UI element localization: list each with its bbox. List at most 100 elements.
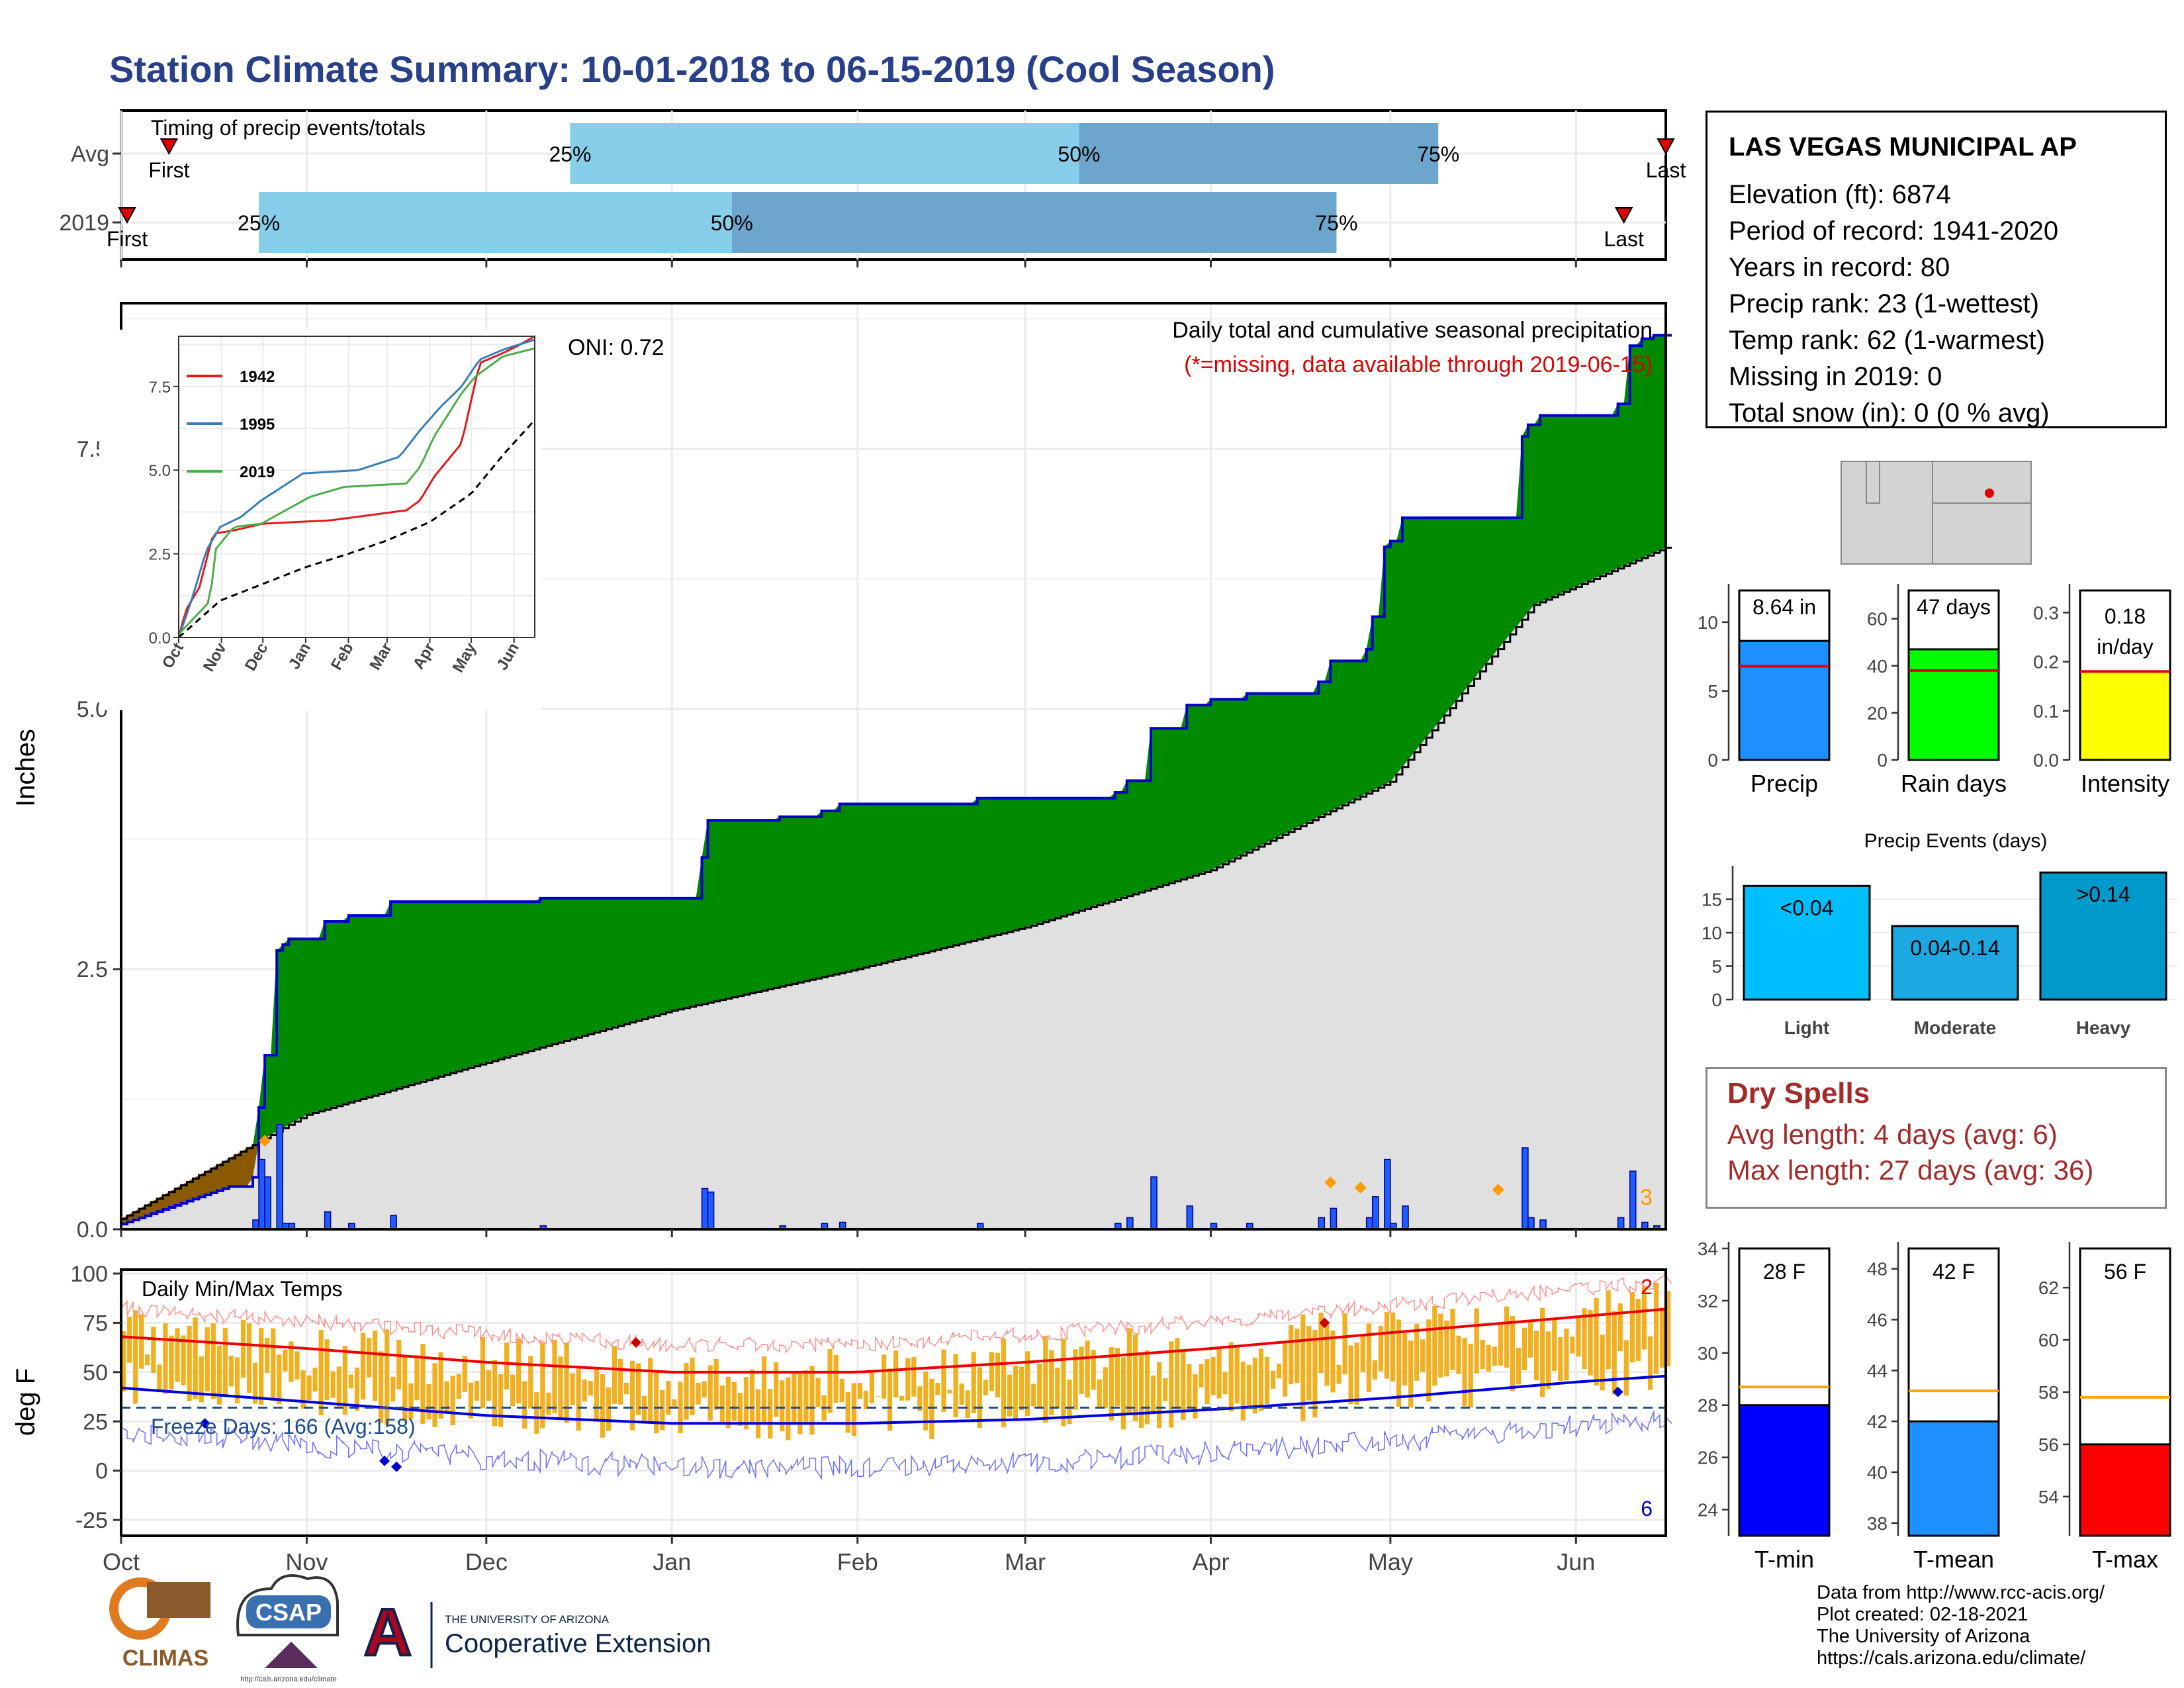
daily-precip-bar (1617, 1217, 1625, 1230)
daily-temp-bar (827, 1348, 833, 1413)
daily-temp-bar (462, 1356, 467, 1392)
precip-above-avg-area (121, 335, 1666, 1219)
map-bg (1841, 461, 2032, 565)
daily-temp-bar (623, 1382, 629, 1395)
ua-logo-big-text: Cooperative Extension (445, 1629, 711, 1658)
daily-temp-bar (1647, 1336, 1653, 1390)
summary-y-tick-label: 62 (2038, 1278, 2059, 1298)
events-bar-Moderate (1891, 925, 2019, 1001)
daily-temp-bar (1570, 1336, 1575, 1354)
daily-temp-bar (1552, 1318, 1557, 1371)
daily-temp-bar (1558, 1337, 1563, 1382)
daily-temp-bar (1151, 1375, 1156, 1415)
summary-y-tick-label: 34 (1698, 1239, 1718, 1259)
daily-temp-bar (1468, 1344, 1473, 1408)
missing-marker (259, 1135, 271, 1147)
daily-temp-bar (193, 1317, 198, 1399)
daily-temp-bar (893, 1350, 899, 1397)
daily-temp-bar (941, 1349, 946, 1412)
summary-y-tick-label: 0.0 (2033, 750, 2059, 771)
record-low-marker (199, 1418, 210, 1429)
daily-temp-bar (869, 1372, 875, 1403)
daily-temp-bar (845, 1391, 850, 1433)
daily-temp-bar (792, 1371, 797, 1423)
daily-temp-bar (1007, 1374, 1013, 1417)
timing-panel: Avg 25% 50% 75% First Last 2019 25% 50% 75% First L… (59, 109, 1686, 267)
summary-y-tick-label: 28 (1698, 1395, 1718, 1416)
daily-temp-bar (1216, 1346, 1222, 1399)
daily-temp-bar (151, 1327, 156, 1374)
events-category-label: Moderate (1914, 1017, 1996, 1038)
daily-temp-bar (617, 1358, 623, 1405)
month-axis-label: Dec (465, 1548, 508, 1575)
daily-temp-bar (725, 1376, 731, 1429)
daily-temp-bar (253, 1362, 258, 1404)
daily-temp-bar (516, 1338, 522, 1404)
events-bar-label: 0.04-0.14 (1910, 936, 1999, 960)
summary-y-tick-label: 40 (1867, 656, 1888, 677)
timing-last-marker (1614, 207, 1633, 224)
precip-observed-step-line (121, 334, 1672, 1226)
daily-temp-bar (1163, 1378, 1168, 1401)
inset-y-tick-label: 5.0 (149, 462, 171, 480)
daily-temp-bar (707, 1365, 713, 1421)
daily-temp-bar (1187, 1364, 1192, 1408)
timing-label-75: 75% (1315, 211, 1357, 235)
daily-temp-bar (1516, 1347, 1522, 1385)
daily-temp-bar (139, 1314, 144, 1369)
precip-summary-bars: 0 5 10 8.64 in Precip 0 20 40 60 47 days Rain days… (1698, 584, 2171, 797)
daily-temp-bar (408, 1383, 414, 1420)
record-high-marker (631, 1337, 641, 1348)
daily-temp-bar (157, 1364, 162, 1393)
daily-temp-bar (1492, 1346, 1497, 1366)
daily-temp-bar (1091, 1350, 1096, 1390)
daily-temp-bar (1588, 1309, 1593, 1376)
daily-temp-bar (1043, 1335, 1048, 1423)
daily-temp-bar (306, 1375, 312, 1401)
daily-temp-bar (1336, 1364, 1342, 1384)
temps-y-tick-label: 75 (83, 1311, 108, 1336)
events-bar-label: >0.14 (2077, 882, 2130, 906)
daily-temp-bar (133, 1310, 138, 1404)
timing-label-25: 25% (549, 142, 591, 166)
events-category-label: Heavy (2076, 1017, 2131, 1038)
record-low-marker (391, 1461, 402, 1472)
daily-temp-bar (372, 1330, 378, 1401)
summary-bar-T-max (2079, 1443, 2171, 1537)
credits: Data from http://www.rcc-acis.org/ Plot … (1817, 1582, 2105, 1669)
events-category-label: Light (1784, 1017, 1829, 1038)
timing-bar-50-75 (731, 192, 1337, 253)
inset-y-tick-label: 7.5 (149, 379, 171, 397)
station-missing: Missing in 2019: 0 (1729, 362, 1942, 391)
summary-value-label: 42 F (1933, 1260, 1975, 1284)
daily-temp-bar (1049, 1350, 1054, 1415)
daily-temp-bar (1228, 1342, 1234, 1412)
inset-legend-label: 1995 (240, 416, 275, 434)
daily-temp-bar (540, 1342, 545, 1429)
main-legend-line2: (*=missing, data available through 2019-… (1184, 352, 1653, 377)
daily-temp-bar (234, 1357, 240, 1404)
logos: CLIMAS CSAP http://cals.arizona.edu/climat… (109, 1574, 711, 1683)
summary-value-label2: in/day (2097, 635, 2153, 659)
summary-y-tick-label: 46 (1867, 1310, 1888, 1331)
daily-temp-bar (121, 1331, 126, 1392)
daily-temp-bar (546, 1392, 551, 1415)
daily-temp-bar (1522, 1327, 1527, 1370)
daily-temp-bar (905, 1358, 911, 1401)
daily-precip-bar (1629, 1170, 1637, 1230)
temps-y-tick-label: 25 (83, 1409, 108, 1434)
daily-temp-bar (851, 1383, 856, 1436)
timing-label-25: 25% (238, 211, 280, 235)
daily-temp-bar (318, 1329, 324, 1415)
summary-y-tick-label: 0.1 (2033, 701, 2059, 722)
daily-temp-bar (1330, 1331, 1336, 1393)
daily-temp-bar (815, 1378, 821, 1407)
summary-category-label: Precip (1751, 770, 1818, 797)
daily-temp-bar (1306, 1326, 1312, 1401)
station-name: LAS VEGAS MUNICIPAL AP (1729, 132, 2077, 162)
temps-count-top: 2 (1641, 1275, 1653, 1299)
daily-temp-bar (863, 1390, 869, 1409)
summary-y-tick-label: 48 (1867, 1259, 1888, 1280)
daily-temp-bar (558, 1356, 563, 1420)
daily-temp-bar (366, 1338, 372, 1378)
